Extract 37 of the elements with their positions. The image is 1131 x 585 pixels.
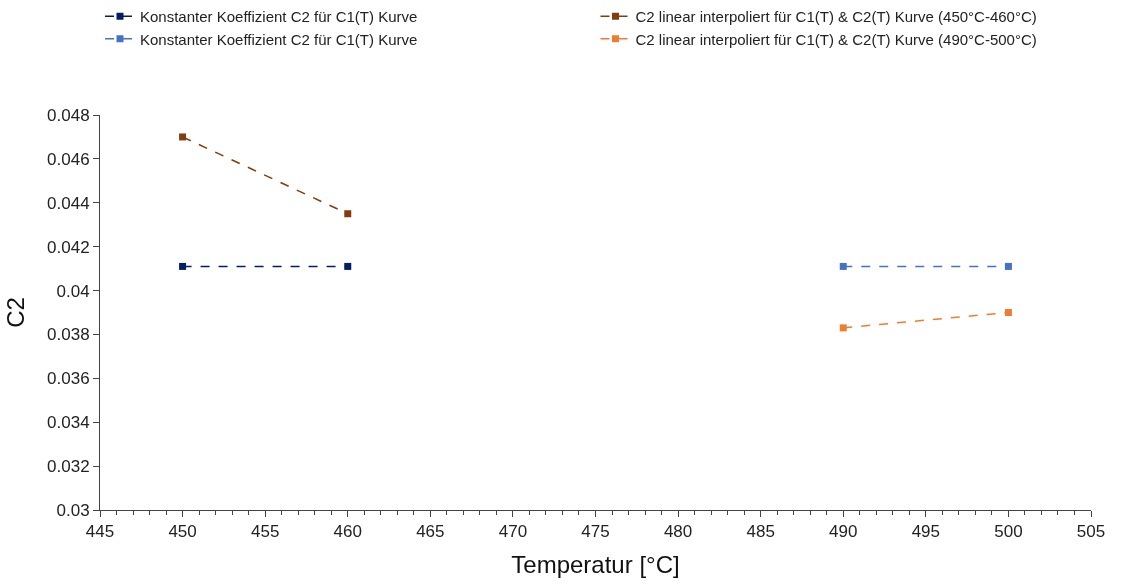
- x-tick-label: 455: [250, 522, 280, 542]
- y-tick-label: 0.042: [47, 237, 90, 257]
- x-tick-label: 450: [168, 522, 197, 542]
- x-tick-label: 505: [1076, 522, 1106, 542]
- x-tick-label: 495: [911, 522, 941, 542]
- x-tick-label: 490: [829, 522, 858, 542]
- point: [344, 210, 352, 218]
- y-tick-label: 0.046: [47, 149, 90, 169]
- y-tick-label: 0.04: [56, 281, 90, 301]
- point: [1004, 262, 1012, 270]
- x-tick-label: 500: [994, 522, 1023, 542]
- legend-label: C2 linear interpoliert für C1(T) & C2(T) Kurve (490°C-500°C): [635, 30, 1037, 48]
- point: [179, 262, 187, 270]
- x-tick-label: 480: [663, 522, 693, 542]
- x-tick-label: 485: [746, 522, 775, 542]
- point: [1004, 309, 1012, 316]
- point: [179, 133, 187, 141]
- y-tick-label: 0.034: [47, 413, 90, 433]
- x-tick-label: 460: [333, 522, 362, 542]
- x-tick-label: 470: [498, 522, 528, 542]
- legend-label: Konstanter Koeffizient C2 für C1(T) Kurve: [140, 30, 418, 48]
- x-tick-label: 445: [85, 522, 115, 542]
- y-tick-label: 0.032: [47, 457, 90, 477]
- point: [839, 262, 847, 270]
- legend-label: C2 linear interpoliert für C1(T) & C2(T) Kurve (450°C-460°C): [635, 8, 1037, 26]
- x-axis-title: Temperatur [°C]: [511, 550, 680, 578]
- x-tick-label: 465: [416, 522, 445, 542]
- y-tick-label: 0.038: [47, 325, 90, 345]
- y-tick-label: 0.03: [56, 500, 90, 520]
- y-tick-label: 0.044: [47, 193, 90, 213]
- y-axis-title: C2: [2, 297, 30, 328]
- y-tick-label: 0.036: [47, 369, 90, 389]
- y-tick-label: 0.048: [47, 105, 90, 125]
- legend-label: Konstanter Koeffizient C2 für C1(T) Kurve: [140, 8, 418, 26]
- x-tick-label: 475: [581, 522, 610, 542]
- point: [344, 262, 352, 270]
- point: [839, 324, 847, 332]
